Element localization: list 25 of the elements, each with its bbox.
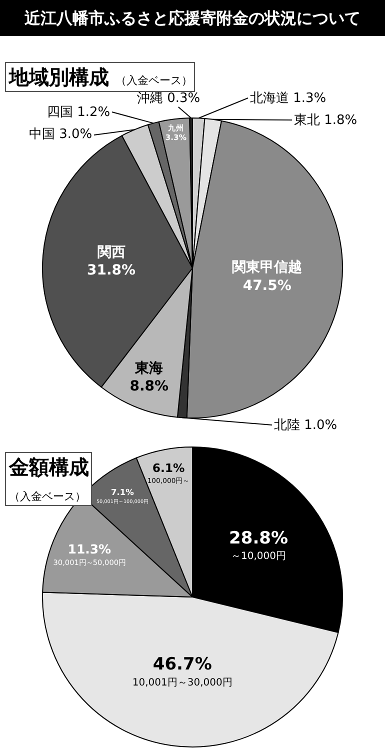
- chart-subtitle: 地域別構成: [8, 65, 109, 89]
- text: （入金ベース）: [9, 490, 86, 503]
- text: 金額構成: [8, 455, 89, 479]
- slice-label: 10,001円～30,000円: [132, 677, 232, 688]
- slice-label: ～10,000円: [231, 550, 286, 562]
- slice-label: 北陸 1.0%: [274, 418, 338, 433]
- slice-label: 四国 1.2%: [47, 105, 110, 120]
- slice-label: 関西: [97, 244, 126, 260]
- data-label: 47.5%: [242, 278, 292, 294]
- data-label: 11.3%: [68, 542, 112, 557]
- data-label: 46.7%: [152, 654, 212, 675]
- text: （入金ベース）: [115, 74, 192, 87]
- data-label: 6.1%: [152, 461, 185, 476]
- chart-title: 近江八幡市ふるさと応援寄附金の状況について: [24, 8, 360, 28]
- slice-label: 沖縄 0.3%: [137, 91, 200, 106]
- slice-label: 30,001円～50,000円: [53, 558, 126, 568]
- data-label: 28.8%: [229, 528, 288, 548]
- data-label: 7.1%: [111, 487, 135, 498]
- slice-label: 中国 3.0%: [29, 127, 92, 142]
- slice-label: 東北 1.8%: [294, 113, 358, 128]
- data-label: 31.8%: [87, 262, 136, 278]
- data-label: 8.8%: [130, 378, 169, 395]
- slice-label: 東海: [134, 360, 164, 376]
- slice-label: 北海道 1.3%: [250, 91, 326, 106]
- slice-label: 関東甲信越: [232, 260, 302, 276]
